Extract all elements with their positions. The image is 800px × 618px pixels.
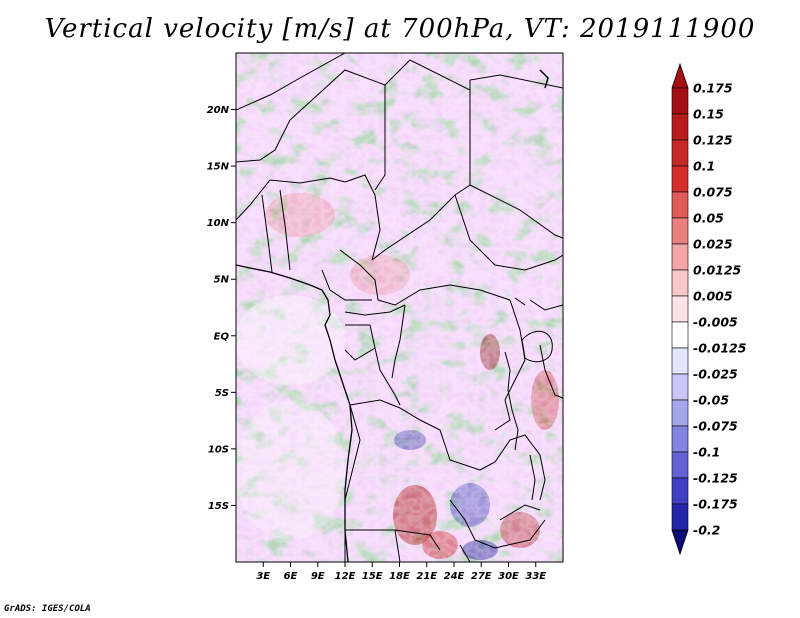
lon-tick-label: 9E (311, 571, 325, 582)
lon-tick-label: 6E (284, 571, 298, 582)
colorbar-box (671, 503, 689, 531)
colorbar-label: -0.1 (693, 445, 720, 460)
colorbar-top-arrow (671, 62, 689, 89)
lake-tanganyika (504, 351, 519, 451)
colorbar-label: 0.075 (693, 185, 733, 200)
lat-tick-label: 5S (215, 388, 229, 399)
country-borders (236, 53, 563, 562)
lat-tick-label: 5N (214, 275, 230, 286)
colorbar-label: 0.125 (693, 133, 733, 148)
west-coastline (236, 264, 353, 562)
colorbar-box (671, 217, 689, 245)
lon-tick-label: 30E (498, 571, 519, 582)
colorbar-box (671, 373, 689, 401)
colorbar-label: 0.15 (693, 107, 724, 122)
colorbar-box (671, 477, 689, 505)
lon-tick-label: 33E (525, 571, 546, 582)
lat-tick-label: 15N (207, 162, 230, 173)
colorbar-box (671, 113, 689, 141)
lon-tick-label: 3E (256, 571, 270, 582)
lat-tick-label: 15S (208, 501, 229, 512)
colorbar-box (671, 191, 689, 219)
colorbar-label: 0.005 (693, 289, 733, 304)
lon-tick-label: 18E (389, 571, 410, 582)
grads-credit: GrADS: IGES/COLA (4, 604, 91, 614)
colorbar-label: -0.125 (693, 471, 738, 486)
colorbar-label: -0.025 (693, 367, 738, 382)
colorbar-label: 0.05 (693, 211, 724, 226)
colorbar-label: -0.0125 (693, 341, 747, 356)
lon-tick-label: 15E (362, 571, 383, 582)
colorbar-label: -0.175 (693, 497, 738, 512)
lat-tick-label: 10S (208, 444, 229, 455)
lon-tick-label: 12E (335, 571, 356, 582)
colorbar-bottom-arrow (671, 529, 689, 556)
lat-tick-label: 10N (207, 218, 230, 229)
colorbar-label: -0.075 (693, 419, 738, 434)
colorbar-label: -0.005 (693, 315, 738, 330)
colorbar-box (671, 321, 689, 349)
colorbar-box (671, 243, 689, 271)
colorbar-box (671, 425, 689, 453)
lon-tick-label: 24E (444, 571, 465, 582)
lon-tick-label: 27E (471, 571, 492, 582)
colorbar-box (671, 87, 689, 115)
latitude-axis: 20N 15N 10N 5N EQ 5S 10S 15S (207, 105, 236, 512)
colorbar-label: 0.0125 (693, 263, 742, 278)
colorbar-box (671, 399, 689, 427)
colorbar-label: 0.025 (693, 237, 733, 252)
colorbar: 0.175 0.15 0.125 0.1 0.075 0.05 0.025 0.0125 0.0… (671, 62, 747, 556)
longitude-axis: 3E 6E 9E 12E 15E 18E 21E 24E 27E 30E 33E (256, 562, 546, 582)
lake-malawi (529, 454, 536, 501)
velocity-field (236, 53, 563, 562)
lake-victoria (521, 330, 553, 363)
colorbar-box (671, 295, 689, 323)
colorbar-box (671, 165, 689, 193)
colorbar-label: -0.2 (693, 523, 720, 538)
lat-tick-label: EQ (214, 331, 230, 342)
colorbar-box (671, 139, 689, 167)
colorbar-label: 0.175 (693, 81, 733, 96)
colorbar-label: -0.05 (693, 393, 729, 408)
colorbar-label: 0.1 (693, 159, 715, 174)
colorbar-box (671, 347, 689, 375)
lat-tick-label: 20N (207, 105, 230, 116)
colorbar-box (671, 451, 689, 479)
colorbar-box (671, 269, 689, 297)
map-title: Vertical velocity [m/s] at 700hPa, VT: 2… (44, 14, 756, 44)
lon-tick-label: 21E (416, 571, 437, 582)
